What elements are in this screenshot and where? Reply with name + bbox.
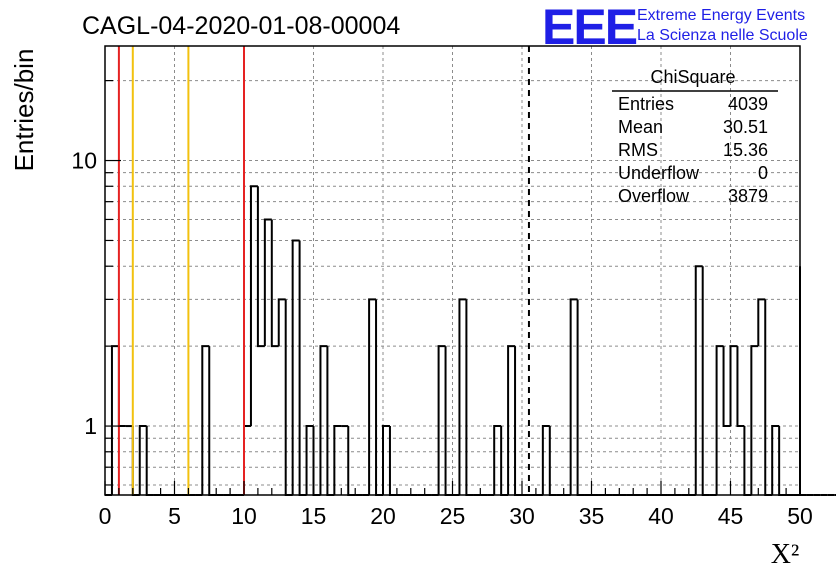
histogram-bin bbox=[382, 425, 390, 495]
x-axis-title: X² bbox=[771, 539, 800, 570]
histogram-bin bbox=[750, 345, 759, 495]
x-tick-label: 35 bbox=[579, 503, 605, 529]
x-tick-label: 50 bbox=[787, 503, 813, 529]
histogram-bin bbox=[458, 298, 467, 495]
stats-value-overflow: 3879 bbox=[728, 186, 768, 206]
histogram-bin bbox=[201, 345, 210, 495]
histogram-bin bbox=[736, 346, 745, 428]
y-axis-title: Entries/bin bbox=[9, 49, 39, 172]
histogram-bin bbox=[507, 345, 516, 495]
histogram-bin bbox=[368, 298, 377, 495]
stats-label-mean: Mean bbox=[618, 117, 663, 137]
reference-lines bbox=[117, 46, 530, 495]
x-tick-label: 0 bbox=[99, 503, 112, 529]
y-tick-label: 10 bbox=[71, 148, 97, 174]
chart-title: CAGL-04-2020-01-08-00004 bbox=[82, 12, 400, 40]
stats-title: ChiSquare bbox=[650, 67, 735, 87]
histogram-bin bbox=[771, 425, 780, 495]
x-tick-label: 15 bbox=[301, 503, 327, 529]
stats-value-entries: 4039 bbox=[728, 94, 768, 114]
axes: 0 5 10 15 20 25 30 35 40 45 50 1 10 bbox=[71, 45, 813, 529]
x-tick-label: 30 bbox=[509, 503, 535, 529]
histogram-bin bbox=[305, 425, 314, 495]
histogram-bin bbox=[249, 185, 258, 427]
x-tick-label: 40 bbox=[648, 503, 674, 529]
stats-box: ChiSquare Entries 4039 Mean 30.51 RMS 15… bbox=[612, 67, 778, 206]
stats-value-rms: 15.36 bbox=[723, 140, 768, 160]
histogram-bin bbox=[263, 218, 272, 347]
histogram-bin bbox=[319, 345, 328, 495]
x-tick-label: 45 bbox=[718, 503, 744, 529]
stats-value-mean: 30.51 bbox=[723, 117, 768, 137]
stats-label-entries: Entries bbox=[618, 94, 674, 114]
eee-logo: EEE Extreme Energy Events La Scienza nel… bbox=[542, 0, 808, 55]
eee-logo-line-1: Extreme Energy Events bbox=[637, 7, 805, 24]
y-tick-label: 1 bbox=[84, 413, 97, 439]
stats-label-underflow: Underflow bbox=[618, 163, 700, 183]
x-tick-label: 10 bbox=[231, 503, 257, 529]
histogram-bin bbox=[437, 345, 446, 495]
stats-label-overflow: Overflow bbox=[618, 186, 690, 206]
histogram-bin bbox=[291, 239, 300, 495]
histogram-bin bbox=[722, 346, 731, 428]
x-tick-label: 25 bbox=[440, 503, 466, 529]
eee-logo-line-2: La Scienza nelle Scuole bbox=[637, 27, 808, 44]
histogram-bin bbox=[138, 425, 147, 495]
histogram-bin bbox=[729, 345, 738, 427]
histogram-bin bbox=[757, 298, 766, 347]
histogram-bin bbox=[333, 425, 342, 495]
histogram-bin bbox=[270, 219, 279, 348]
x-tick-label: 5 bbox=[168, 503, 181, 529]
x-tick-label: 20 bbox=[370, 503, 396, 529]
histogram-bin bbox=[277, 298, 286, 347]
histogram-bin bbox=[493, 425, 502, 495]
histogram-bin bbox=[715, 345, 724, 495]
histogram-bin bbox=[541, 425, 550, 495]
histogram-bin bbox=[694, 265, 703, 495]
stats-value-underflow: 0 bbox=[758, 163, 768, 183]
stats-label-rms: RMS bbox=[618, 140, 658, 160]
histogram-bin bbox=[256, 186, 265, 348]
histogram-bin bbox=[569, 298, 578, 495]
